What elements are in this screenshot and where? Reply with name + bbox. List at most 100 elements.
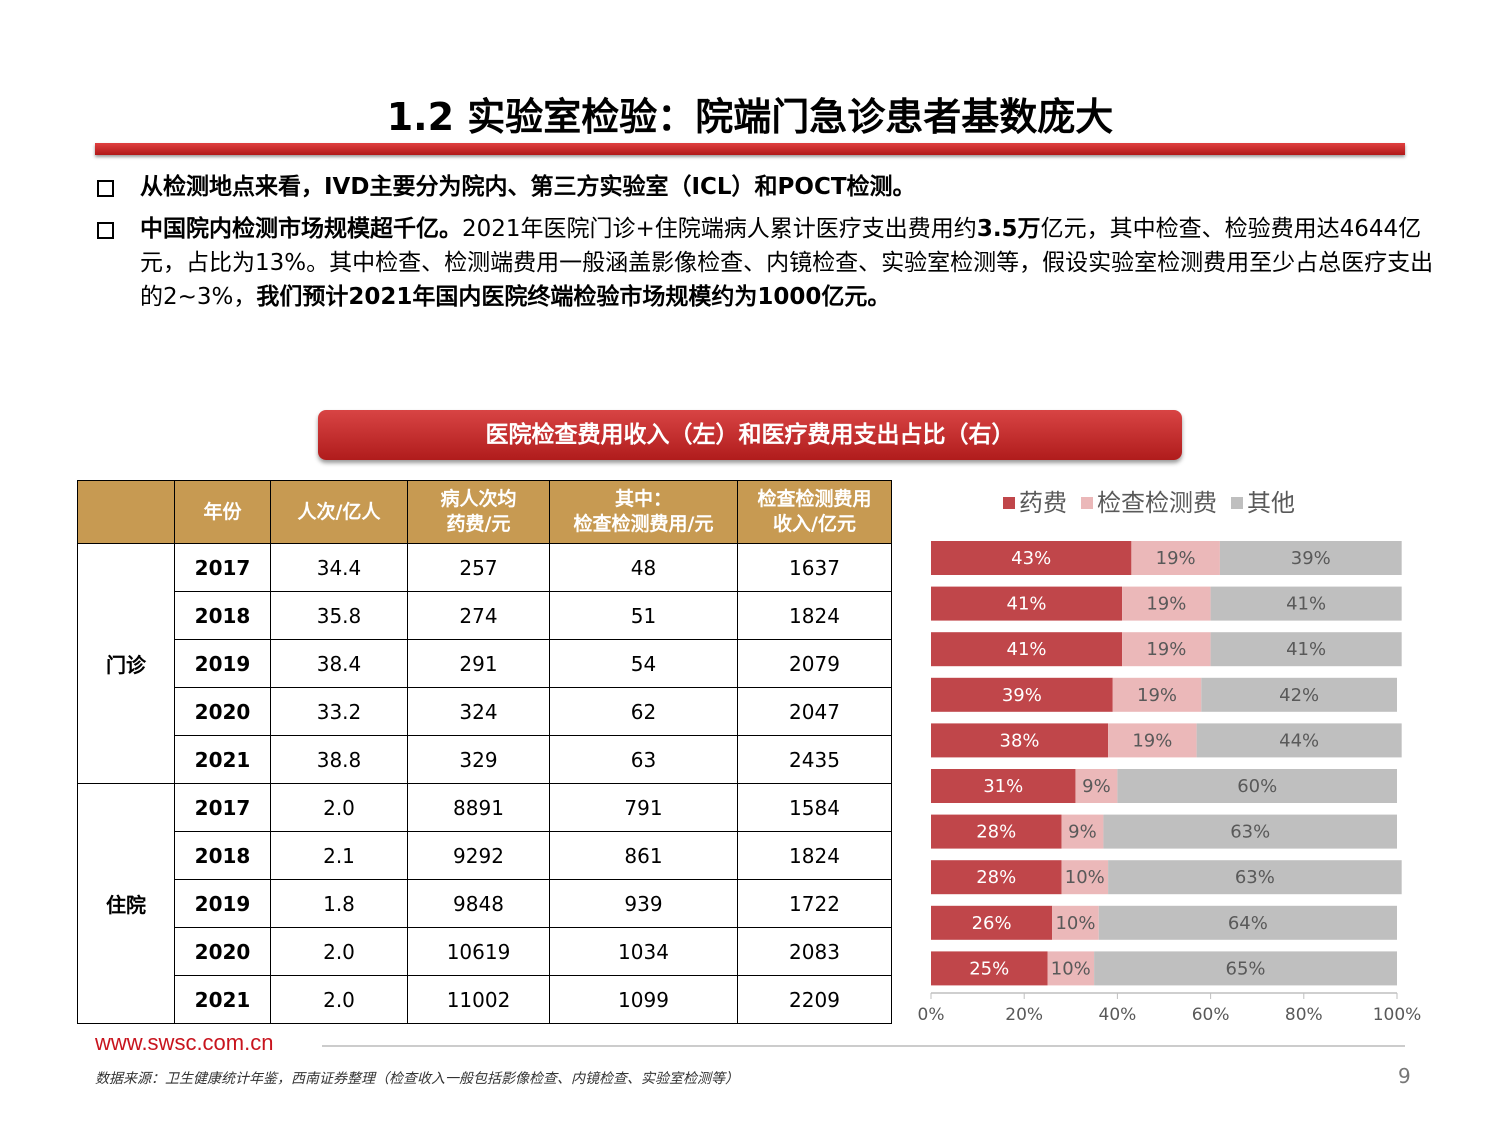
data-label: 9% (1082, 776, 1111, 797)
value-cell: 2079 (737, 639, 892, 688)
table-body: 门诊 2017 34.4 257 48 1637 2018 35.8 274 51 1824 2019… (77, 543, 892, 1024)
value-cell: 38.4 (270, 639, 408, 688)
page-number: 9 (1398, 1064, 1411, 1088)
data-label: 19% (1146, 594, 1186, 615)
bar-segment (931, 541, 1132, 575)
bar-segment (1122, 632, 1211, 667)
data-label: 64% (1228, 913, 1268, 934)
bullet-text: 我们预计2021年国内医院终端检验市场规模约为1000亿元。 (256, 284, 891, 310)
table-row: 2019 1.8 9848 939 1722 (78, 879, 892, 928)
bullet-text: 3.5万 (976, 216, 1041, 242)
value-cell: 291 (407, 639, 550, 688)
value-cell: 10619 (407, 927, 550, 976)
footer-url: www.swsc.com.cn (95, 1030, 274, 1055)
value-cell: 9292 (407, 831, 550, 880)
table-row: 2018 2.1 9292 861 1824 (78, 831, 892, 880)
x-tick-label: 40% (1099, 1005, 1137, 1025)
bar-segment (1112, 677, 1202, 712)
table-head: 年份 人次/亿人 病人次均 药费/元 其中： 检查检测费用/元 检查检测费用 收入/亿元 (77, 480, 892, 544)
table-row: 2020 2.0 10619 1034 2083 (78, 927, 892, 976)
bullet: 中国院内检测市场规模超千亿。2021年医院门诊+住院端病人累计医疗支出费用约3.… (95, 212, 1435, 314)
year-cell: 2020 (174, 687, 271, 736)
year-cell: 2017 (174, 543, 271, 592)
bullet-marker (97, 180, 114, 197)
bar-segment (931, 860, 1062, 895)
header-cell: 人次/亿人 (270, 480, 408, 544)
header-cell: 年份 (174, 480, 271, 544)
title: 1.2 实验室检验：院端门急诊患者基数庞大 (386, 95, 1114, 139)
value-cell: 861 (549, 831, 738, 880)
value-cell: 9848 (407, 879, 550, 928)
bar-segment (931, 814, 1062, 849)
bar-segment (1103, 814, 1397, 849)
value-cell: 1099 (549, 975, 738, 1024)
data-label: 39% (1002, 685, 1042, 706)
table-row: 住院 2017 2.0 8891 791 1584 (77, 783, 892, 1024)
value-cell: 1034 (549, 927, 738, 976)
bullet-text: 中国院内检测市场规模超千亿。 (140, 216, 462, 242)
value-cell: 2083 (737, 927, 892, 976)
header-text: 人次/亿人 (297, 500, 381, 523)
bullet: 从检测地点来看，IVD主要分为院内、第三方实验室（ICL）和POCT检测。 (95, 170, 1435, 204)
legend-swatch (1081, 497, 1093, 509)
data-label: 19% (1132, 730, 1172, 751)
data-label: 65% (1226, 958, 1266, 979)
value-cell: 2.0 (270, 927, 408, 976)
table-row: 2021 2.0 11002 1099 2209 (78, 975, 892, 1024)
bullet-list: 从检测地点来看，IVD主要分为院内、第三方实验室（ICL）和POCT检测。 中国院… (95, 170, 1435, 322)
bar-segment (1210, 586, 1402, 621)
table-row: 2021 38.8 329 63 2435 (78, 735, 892, 784)
data-label: 28% (976, 822, 1016, 843)
bar-segment (931, 769, 1076, 803)
data-label: 39% (1291, 548, 1331, 569)
value-cell: 939 (549, 879, 738, 928)
data-label: 63% (1235, 867, 1275, 888)
data-label: 19% (1156, 548, 1196, 569)
value-cell: 329 (407, 735, 550, 784)
year-cell: 2018 (174, 591, 271, 640)
x-tick-label: 80% (1285, 1005, 1323, 1025)
header-text: 年份 (203, 500, 242, 523)
x-tick-label: 0% (918, 1005, 945, 1025)
bullet-text: 从检测地点来看，IVD主要分为院内、第三方实验室（ICL）和POCT检测。 (140, 174, 916, 200)
value-cell: 38.8 (270, 735, 408, 784)
year-cell: 2019 (174, 639, 271, 688)
year-cell: 2021 (174, 735, 271, 784)
value-cell: 35.8 (270, 591, 408, 640)
bar-segment (1061, 860, 1109, 895)
data-label: 10% (1065, 867, 1105, 888)
data-label: 43% (1011, 548, 1051, 569)
value-cell: 1824 (737, 591, 892, 640)
value-cell: 2435 (737, 735, 892, 784)
table-row: 2018 35.8 274 51 1824 (78, 591, 892, 640)
bar-segment (1122, 586, 1211, 621)
legend-label: 检查检测费 (1097, 489, 1217, 517)
table-row: 2019 38.4 291 54 2079 (78, 639, 892, 688)
header-text: 其中： (614, 488, 672, 510)
bar-segment (931, 905, 1053, 940)
group-cell: 住院 (77, 783, 175, 1024)
bar-segment (1201, 677, 1397, 712)
bar-segment (931, 586, 1123, 621)
bar-segment (1108, 723, 1197, 758)
header-row: 年份 人次/亿人 病人次均 药费/元 其中： 检查检测费用/元 检查检测费用 收入/亿元 (77, 480, 892, 544)
value-cell: 1722 (737, 879, 892, 928)
bar-segment (1075, 769, 1118, 803)
bar-segment (1219, 541, 1402, 575)
footer-rule (322, 1045, 1405, 1047)
bullet-text: 2021年医院门诊+住院端病人累计医疗支出费用约 (462, 216, 977, 242)
value-cell: 324 (407, 687, 550, 736)
value-cell: 257 (407, 543, 550, 592)
data-label: 10% (1051, 958, 1091, 979)
legend-box (995, 482, 1350, 526)
data-label: 38% (1000, 730, 1040, 751)
source-note: 数据来源：卫生健康统计年鉴，西南证券整理（检查收入一般包括影像检查、内镜检查、实… (95, 1071, 739, 1087)
year-cell: 2019 (174, 879, 271, 928)
title-rule (95, 143, 1405, 155)
bar-segment (1052, 905, 1099, 940)
x-tick-label: 60% (1192, 1005, 1230, 1025)
value-cell: 1637 (737, 543, 892, 592)
year-cell: 2017 (174, 783, 271, 832)
header-text: 收入/亿元 (773, 513, 856, 535)
data-label: 26% (972, 913, 1012, 934)
